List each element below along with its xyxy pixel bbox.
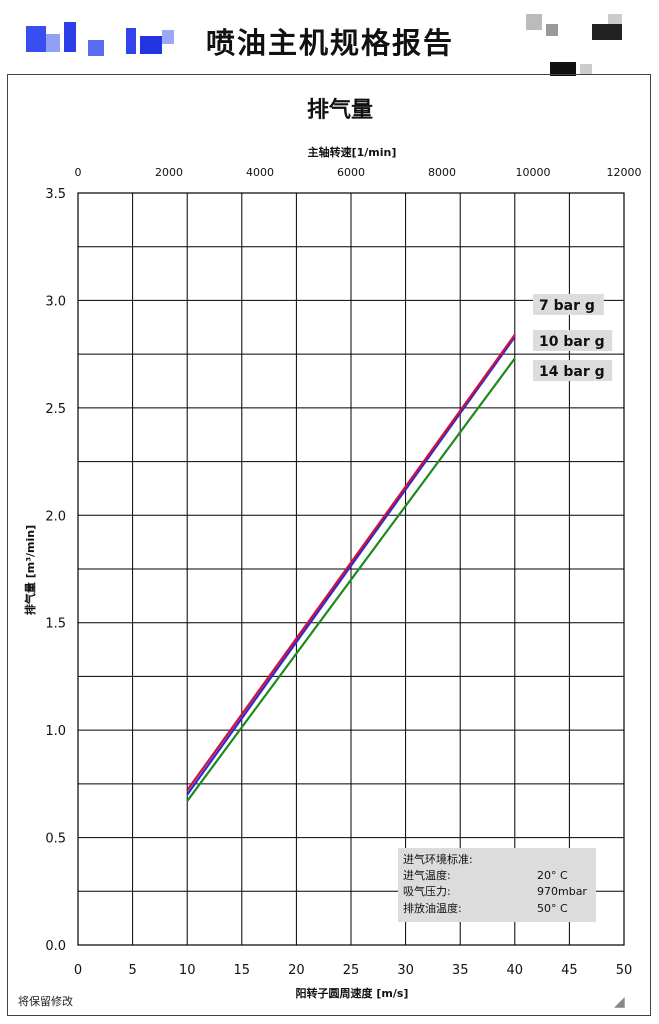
plot-border xyxy=(77,192,625,946)
left-axis-title: 排气量 [m³/min] xyxy=(23,525,37,615)
y-tick-label: 3.5 xyxy=(45,187,66,202)
x2-tick-label: 6000 xyxy=(337,166,365,179)
series-label-box xyxy=(533,294,604,315)
company-logo xyxy=(22,20,182,64)
series-labels: 7 bar g 10 bar g 14 bar g xyxy=(533,294,613,381)
conditions-note-box: 进气环境标准: 进气温度: 20° C 吸气压力: 970mbar 排放油温度:… xyxy=(398,848,596,922)
x2-tick-label: 0 xyxy=(75,166,82,179)
series-line xyxy=(186,334,516,791)
footer-note: 将保留修改 xyxy=(18,995,73,1008)
x-tick-label: 0 xyxy=(74,963,82,978)
x-tick-label: 35 xyxy=(452,963,469,978)
condition-value: 20° C xyxy=(537,869,568,882)
x2-tick-label: 12000 xyxy=(607,166,642,179)
x2-tick-label: 4000 xyxy=(246,166,274,179)
axes: 0 5 10 15 20 25 30 35 40 45 50 0.0 0.5 1.0 1.5 2.0 2.5 3.… xyxy=(45,166,641,978)
y-tick-label: 3.0 xyxy=(45,294,66,309)
report-header: 喷油主机规格报告 xyxy=(0,0,659,76)
company-stamp xyxy=(520,6,640,76)
condition-label: 排放油温度: xyxy=(403,901,462,915)
series-label: 14 bar g xyxy=(539,364,605,380)
series-label-box xyxy=(533,330,613,351)
x-tick-label: 30 xyxy=(397,963,414,978)
x-tick-label: 10 xyxy=(179,963,196,978)
series-label: 10 bar g xyxy=(539,334,605,350)
condition-value: 50° C xyxy=(537,902,568,915)
series-label: 7 bar g xyxy=(539,298,595,314)
y-tick-label: 1.5 xyxy=(45,617,66,632)
x2-tick-label: 2000 xyxy=(155,166,183,179)
y-tick-label: 2.5 xyxy=(45,402,66,417)
top-axis-title: 主轴转速[1/min] xyxy=(308,145,397,159)
series-lines xyxy=(186,334,516,802)
y-tick-label: 0.0 xyxy=(45,939,66,954)
bottom-axis-title: 阳转子圆周速度 [m/s] xyxy=(296,986,409,1000)
x2-tick-label: 8000 xyxy=(428,166,456,179)
x-tick-label: 25 xyxy=(343,963,360,978)
series-label-box xyxy=(533,360,613,381)
condition-label: 进气温度: xyxy=(403,868,451,882)
condition-value: 970mbar xyxy=(537,885,587,898)
y-tick-label: 0.5 xyxy=(45,832,66,847)
x-tick-label: 5 xyxy=(128,963,136,978)
series-line xyxy=(186,336,516,796)
series-line xyxy=(186,357,516,802)
conditions-heading: 进气环境标准: xyxy=(403,852,473,866)
x-tick-label: 20 xyxy=(288,963,305,978)
x-tick-label: 40 xyxy=(507,963,524,978)
corner-mark-icon: ◢ xyxy=(614,994,625,1010)
x2-tick-label: 10000 xyxy=(516,166,551,179)
y-tick-label: 1.0 xyxy=(45,724,66,739)
report-title: 喷油主机规格报告 xyxy=(206,26,455,60)
y-tick-label: 2.0 xyxy=(45,509,66,524)
condition-label: 吸气压力: xyxy=(403,884,451,898)
x-tick-label: 15 xyxy=(234,963,251,978)
chart-frame xyxy=(7,74,651,1016)
x-tick-label: 45 xyxy=(561,963,578,978)
x-tick-label: 50 xyxy=(616,963,633,978)
chart-title: 排气量 xyxy=(307,97,373,123)
